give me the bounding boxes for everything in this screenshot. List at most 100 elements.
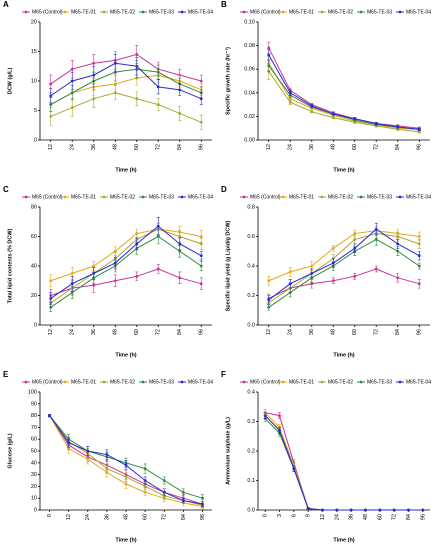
x-tick-label: 12 <box>66 514 72 520</box>
x-tick-label: 24 <box>70 144 76 150</box>
legend-label: M65-TE-02 <box>110 194 135 200</box>
x-tick-label: 96 <box>417 144 423 150</box>
data-point <box>156 70 160 74</box>
legend-label: M65-TE-04 <box>406 9 431 15</box>
x-tick-label: 48 <box>363 514 369 520</box>
panel-label: E <box>3 370 9 379</box>
data-point <box>49 103 53 106</box>
data-point <box>105 453 109 456</box>
legend-label: M65-TE-04 <box>406 194 431 200</box>
panel-label: F <box>221 370 226 379</box>
data-point <box>396 276 400 280</box>
legend-marker <box>320 195 324 199</box>
x-tick-label: 72 <box>374 144 380 150</box>
x-tick-label: 24 <box>288 144 294 150</box>
series-line <box>264 412 423 511</box>
data-point <box>374 122 378 125</box>
x-tick-label: 24 <box>85 514 91 520</box>
x-tick-label: 3 <box>277 514 283 517</box>
legend-label: M65-TE-02 <box>328 194 353 200</box>
data-point <box>396 127 400 131</box>
legend-marker <box>102 380 106 384</box>
legend-label: M65-TE-04 <box>406 379 431 385</box>
y-tick-label: 0 <box>34 137 37 143</box>
series-line <box>50 62 202 100</box>
series-line <box>264 415 423 511</box>
x-tick-label: 84 <box>395 144 401 150</box>
data-point <box>199 79 203 83</box>
y-tick-label: 0.10 <box>244 19 255 25</box>
legend-marker <box>180 195 184 199</box>
y-tick-label: 0.00 <box>244 137 255 143</box>
data-point <box>49 94 53 98</box>
data-point <box>48 414 51 417</box>
data-point <box>288 270 292 274</box>
x-tick-label: 36 <box>309 144 315 150</box>
data-point <box>49 305 53 309</box>
x-axis-label: Time (h) <box>115 352 136 358</box>
x-tick-label: 12 <box>266 329 272 335</box>
legend-label: M65-TE-02 <box>110 379 135 385</box>
y-tick-label: 30 <box>31 472 37 478</box>
y-tick-label: 80 <box>31 204 37 210</box>
series-line <box>264 415 423 511</box>
data-point <box>92 283 96 287</box>
series-line <box>50 68 202 106</box>
data-point <box>49 115 53 118</box>
legend-marker <box>320 380 324 384</box>
y-tick-label: 0.0 <box>247 322 255 328</box>
data-point <box>331 246 335 250</box>
legend-label: M65 (Control) <box>250 379 281 385</box>
data-point <box>135 242 139 246</box>
legend-marker <box>398 10 402 14</box>
x-tick-label: 60 <box>352 329 358 335</box>
series-line <box>265 412 423 511</box>
legend-label: M65 (Control) <box>250 194 281 200</box>
data-point <box>162 479 166 482</box>
y-tick-label: 0.4 <box>247 263 255 269</box>
legend-marker <box>141 10 145 14</box>
data-point <box>162 490 166 494</box>
data-point <box>292 467 296 471</box>
y-tick-label: 20 <box>31 484 37 490</box>
x-tick-label: 84 <box>406 514 412 520</box>
data-point <box>201 496 204 500</box>
x-tick-label: 36 <box>349 514 355 520</box>
data-point <box>92 97 96 101</box>
y-tick-label: 0.04 <box>244 90 255 96</box>
data-point <box>267 305 271 309</box>
legend-marker <box>24 380 28 384</box>
data-point <box>288 97 292 101</box>
legend-marker <box>102 195 106 199</box>
series-line <box>50 228 202 282</box>
legend-marker <box>320 10 324 14</box>
data-point <box>178 276 182 280</box>
x-tick-label: 48 <box>123 514 129 520</box>
legend-marker <box>180 10 184 14</box>
legend-marker <box>242 380 246 384</box>
series-line <box>50 74 202 106</box>
x-tick-label: 72 <box>392 514 398 520</box>
data-point <box>86 457 90 461</box>
data-point <box>70 271 74 275</box>
x-axis-label: Time (h) <box>115 167 136 173</box>
y-tick-label: 0.2 <box>247 293 255 299</box>
data-point <box>331 261 335 265</box>
x-tick-label: 60 <box>352 144 358 150</box>
data-point <box>310 271 314 275</box>
series-line <box>50 228 202 304</box>
data-point <box>143 467 147 471</box>
data-point <box>178 112 182 115</box>
y-tick-label: 80 <box>31 413 37 419</box>
legend-label: M65 (Control) <box>250 9 281 15</box>
x-tick-label: 12 <box>266 144 272 150</box>
x-tick-label: 96 <box>199 329 205 335</box>
y-tick-label: 10 <box>31 78 37 84</box>
data-point <box>331 279 335 283</box>
legend-marker <box>398 195 402 199</box>
legend-marker <box>141 380 145 384</box>
data-point <box>113 279 117 283</box>
y-tick-label: 20 <box>31 293 37 299</box>
x-tick-label: 84 <box>177 329 183 335</box>
